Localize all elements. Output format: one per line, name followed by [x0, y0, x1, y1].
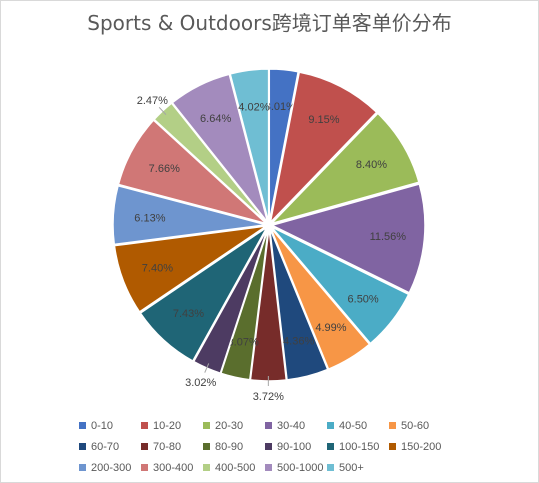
chart-title: Sports & Outdoors跨境订单客单价分布 [87, 11, 452, 35]
legend-item-40-50: 40-50 [327, 415, 389, 436]
legend-item-400-500: 400-500 [203, 457, 265, 478]
legend-item-90-100: 90-100 [265, 436, 327, 457]
legend-label: 200-300 [91, 461, 132, 474]
legend-item-80-90: 80-90 [203, 436, 265, 457]
data-label-500plus: 4.02% [238, 102, 269, 114]
leader-line-90-100 [204, 363, 210, 373]
legend-label: 100-150 [339, 440, 380, 453]
legend-swatch [327, 464, 334, 471]
legend-swatch [79, 464, 86, 471]
leader-line-400-500 [158, 106, 167, 115]
pie-slice-500plus [229, 68, 270, 223]
data-label-100-150: 7.43% [173, 308, 204, 320]
data-label-80-90: 3.07% [228, 337, 259, 349]
legend-swatch [265, 464, 272, 471]
legend-item-20-30: 20-30 [203, 415, 265, 436]
legend-swatch [265, 443, 272, 450]
data-label-500-1000: 6.64% [200, 113, 231, 125]
legend-item-0-10: 0-10 [79, 415, 141, 436]
data-label-10-20: 9.15% [308, 114, 339, 126]
legend-label: 40-50 [339, 419, 368, 432]
legend-item-30-40: 30-40 [265, 415, 327, 436]
legend-label: 300-400 [153, 461, 194, 474]
data-label-40-50: 6.50% [348, 293, 379, 305]
legend-item-200-300: 200-300 [79, 457, 141, 478]
data-label-90-100: 3.02% [185, 377, 216, 389]
pie-slice-40-50 [270, 226, 410, 345]
legend-swatch [203, 464, 210, 471]
pie-slice-30-40 [269, 183, 426, 294]
data-label-70-80: 3.72% [253, 391, 284, 403]
data-label-0-10: 3.01% [265, 101, 296, 113]
data-label-60-70: 4.36% [283, 336, 314, 348]
legend-swatch [389, 443, 396, 450]
legend-item-50-60: 50-60 [389, 415, 451, 436]
legend-swatch [327, 443, 334, 450]
legend-swatch [141, 443, 148, 450]
pie-slice-300-400 [117, 119, 267, 225]
pie-slice-10-20 [269, 71, 378, 225]
pie-slice-20-30 [269, 112, 420, 225]
legend-item-500-1000: 500-1000 [265, 457, 327, 478]
legend-swatch [265, 422, 272, 429]
legend-swatch [79, 443, 86, 450]
legend-label: 30-40 [277, 419, 306, 432]
data-label-20-30: 8.40% [356, 159, 387, 171]
data-label-150-200: 7.40% [142, 262, 173, 274]
legend-label: 500+ [339, 461, 364, 474]
legend-label: 80-90 [215, 440, 244, 453]
legend-item-300-400: 300-400 [141, 457, 203, 478]
legend-item-10-20: 10-20 [141, 415, 203, 436]
legend-label: 150-200 [401, 440, 442, 453]
data-label-200-300: 6.13% [134, 212, 165, 224]
legend-item-70-80: 70-80 [141, 436, 203, 457]
legend-item-500plus: 500+ [327, 457, 389, 478]
legend-swatch [141, 422, 148, 429]
legend-item-100-150: 100-150 [327, 436, 389, 457]
legend-label: 20-30 [215, 419, 244, 432]
data-label-50-60: 4.99% [315, 322, 346, 334]
data-label-300-400: 7.66% [149, 163, 180, 175]
legend-swatch [203, 443, 210, 450]
legend-label: 90-100 [277, 440, 312, 453]
legend-swatch [79, 422, 86, 429]
pie-chart: 3.01% 9.15% 8.40% 11.56% 6.50% 4.99%4.36% 3.72… [112, 68, 426, 403]
pie-slice-150-200 [113, 225, 267, 313]
legend-label: 500-1000 [277, 461, 324, 474]
legend-label: 60-70 [91, 440, 120, 453]
chart-legend: 0-10 10-20 20-30 30-40 40-50 50-60 60-70 70-80 8… [79, 415, 479, 478]
legend-label: 10-20 [153, 419, 182, 432]
data-label-400-500: 2.47% [137, 95, 168, 107]
pie-slice-60-70 [268, 227, 329, 381]
pie-slice-100-150 [139, 226, 268, 363]
legend-swatch [203, 422, 210, 429]
legend-label: 400-500 [215, 461, 256, 474]
legend-swatch [141, 464, 148, 471]
legend-item-60-70: 60-70 [79, 436, 141, 457]
pie-slice-200-300 [112, 184, 267, 246]
legend-label: 70-80 [153, 440, 182, 453]
legend-label: 0-10 [91, 419, 114, 432]
legend-swatch [327, 422, 334, 429]
data-label-30-40: 11.56% [370, 231, 407, 243]
legend-label: 50-60 [401, 419, 430, 432]
legend-item-150-200: 150-200 [389, 436, 451, 457]
pie-slice-500-1000 [171, 73, 269, 223]
legend-swatch [389, 422, 396, 429]
pie-slice-50-60 [269, 227, 371, 371]
